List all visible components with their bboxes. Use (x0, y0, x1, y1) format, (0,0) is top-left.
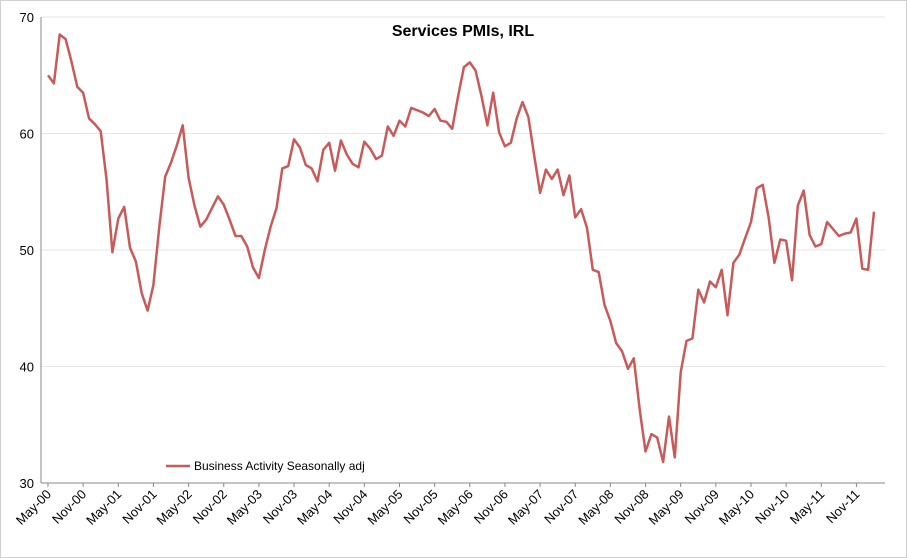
y-tick-label: 50 (20, 243, 34, 258)
y-tick-label: 60 (20, 127, 34, 142)
y-tick-label: 30 (20, 476, 34, 491)
y-tick-label: 70 (20, 10, 34, 25)
legend-label: Business Activity Seasonally adj (194, 459, 365, 473)
y-tick-label: 40 (20, 360, 34, 375)
chart-title: Services PMIs, IRL (392, 23, 535, 40)
data-line (46, 33, 876, 464)
